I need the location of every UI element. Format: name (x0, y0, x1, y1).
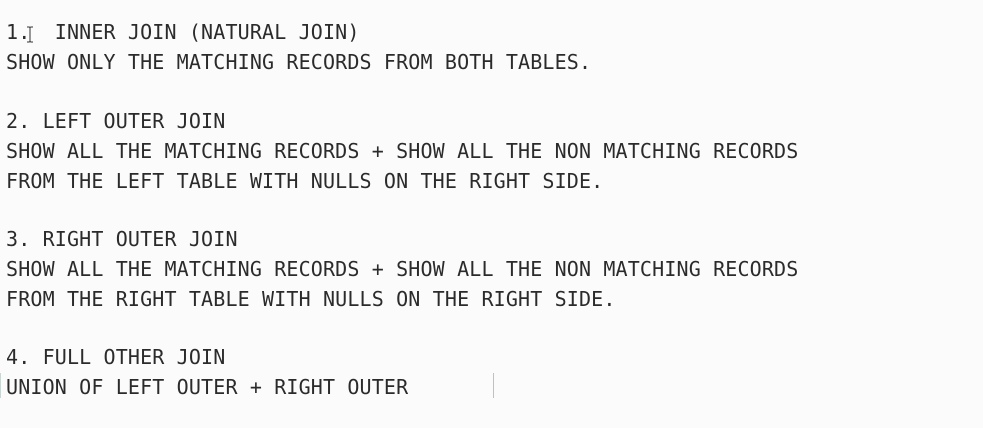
editor-line-4[interactable]: 2. LEFT OUTER JOIN (6, 109, 226, 133)
editor-line-12[interactable]: 4. FULL OTHER JOIN (6, 345, 226, 369)
editor-line-13[interactable]: UNION OF LEFT OUTER + RIGHT OUTER (6, 375, 409, 399)
editor-line-8[interactable]: 3. RIGHT OUTER JOIN (6, 227, 238, 251)
text-caret (493, 373, 494, 398)
editor-line-2[interactable]: SHOW ONLY THE MATCHING RECORDS FROM BOTH… (6, 50, 592, 74)
editor-line-10[interactable]: FROM THE RIGHT TABLE WITH NULLS ON THE R… (6, 287, 616, 311)
text-cursor-icon (27, 26, 33, 43)
editor-line-5[interactable]: SHOW ALL THE MATCHING RECORDS + SHOW ALL… (6, 139, 799, 163)
current-line-marker (0, 373, 1, 398)
editor-line-9[interactable]: SHOW ALL THE MATCHING RECORDS + SHOW ALL… (6, 257, 799, 281)
editor-line-6[interactable]: FROM THE LEFT TABLE WITH NULLS ON THE RI… (6, 169, 604, 193)
editor-line-1[interactable]: 1. INNER JOIN (NATURAL JOIN) (6, 20, 360, 44)
